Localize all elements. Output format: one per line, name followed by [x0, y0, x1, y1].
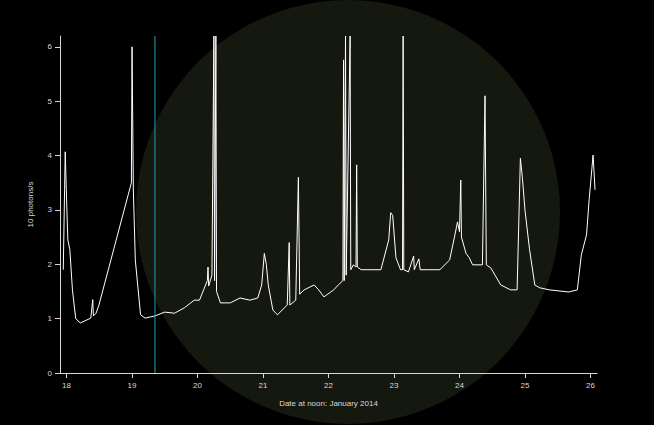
svg-text:2: 2	[48, 260, 53, 269]
svg-text:10 photons/s: 10 photons/s	[26, 182, 35, 228]
svg-text:5: 5	[48, 97, 53, 106]
svg-text:25: 25	[521, 381, 530, 390]
svg-text:3: 3	[48, 205, 53, 214]
svg-text:4: 4	[48, 151, 53, 160]
svg-text:1: 1	[48, 314, 53, 323]
svg-text:23: 23	[390, 381, 399, 390]
svg-text:24: 24	[455, 381, 464, 390]
svg-text:18: 18	[62, 381, 71, 390]
svg-text:21: 21	[259, 381, 268, 390]
svg-text:20: 20	[193, 381, 202, 390]
svg-text:22: 22	[324, 381, 333, 390]
svg-text:0: 0	[48, 369, 53, 378]
svg-text:6: 6	[48, 42, 53, 51]
svg-text:19: 19	[128, 381, 137, 390]
svg-text:Date at noon: January 2014: Date at noon: January 2014	[279, 399, 378, 408]
svg-text:26: 26	[586, 381, 595, 390]
